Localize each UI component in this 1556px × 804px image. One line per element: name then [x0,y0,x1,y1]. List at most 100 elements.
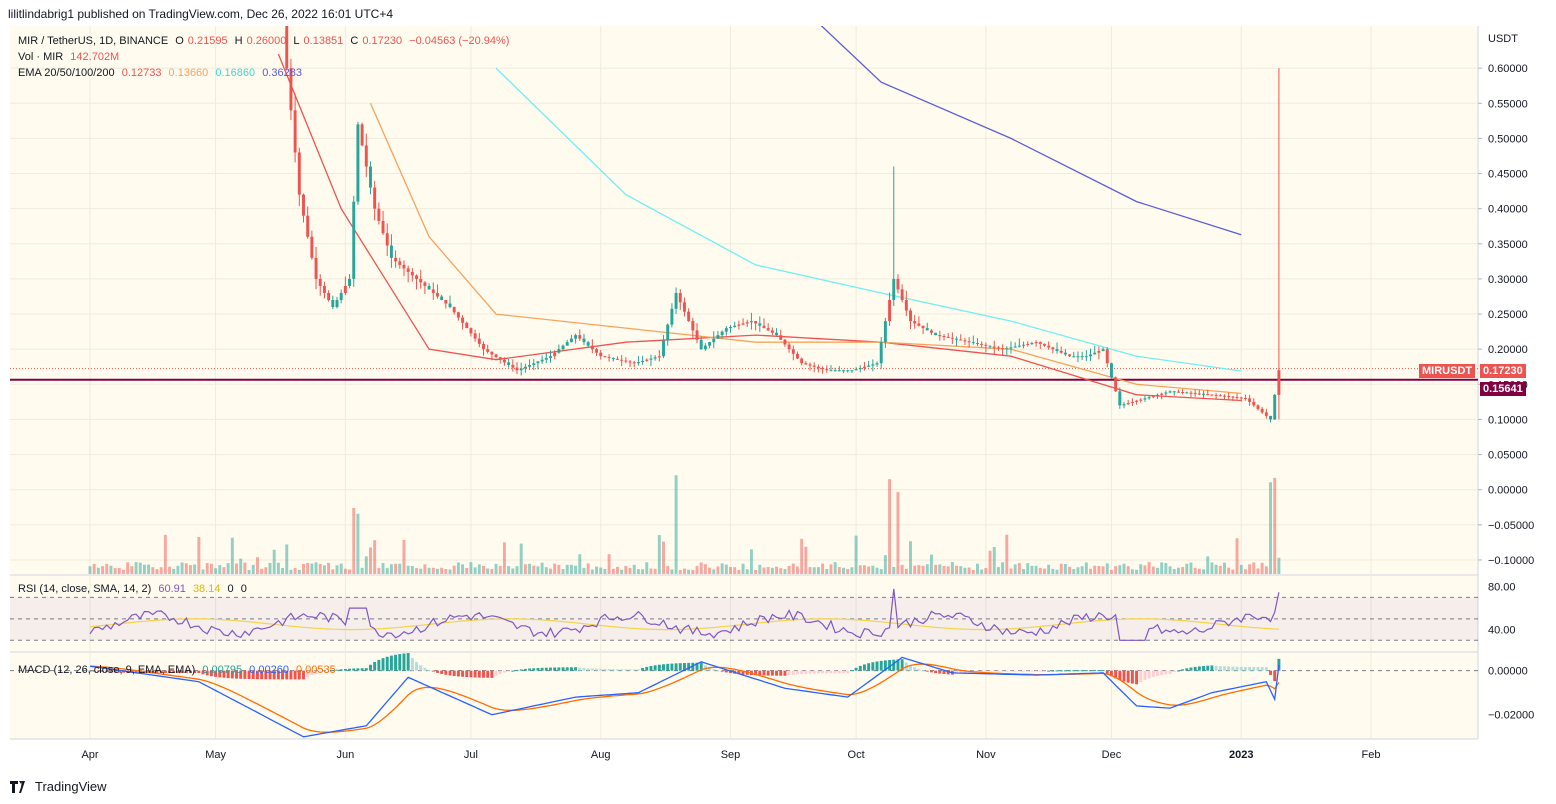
candle-body [339,292,343,300]
macd-histogram-bar [1231,666,1235,671]
macd-histogram-bar [327,670,331,672]
macd-histogram-bar [511,670,515,672]
candle-body [879,342,883,364]
volume-bar [1068,566,1072,574]
candle-body [1084,356,1088,358]
candle-body [821,367,825,370]
macd-histogram-bar [452,670,456,676]
candle-body [1030,343,1034,345]
candle-body [440,296,444,300]
macd-histogram-bar [620,669,624,671]
candle-body [486,349,490,352]
volume-bar [205,563,209,574]
ema200-line [820,26,1242,236]
candle-body [796,353,799,359]
macd-histogram-bar [448,670,452,676]
volume-bar [569,564,573,574]
macd-histogram-bar [913,667,917,671]
macd-histogram-bar [335,669,339,671]
macd-histogram-bar [205,670,209,676]
volume-bar [519,543,523,574]
volume-bar [427,567,431,574]
candle-body [1151,396,1155,398]
candle-body [448,303,452,308]
y-tick-label: 0.20000 [1488,344,1528,356]
ohlc-change: −0.04563 (−20.94%) [409,35,510,47]
macd-histogram-bar [1223,666,1226,671]
rsi-tick-label: 80.00 [1488,582,1516,594]
volume-bar [435,568,439,574]
candle-body [754,321,758,324]
macd-histogram-bar [1197,666,1201,671]
volume-bar [1252,562,1256,574]
chart-svg[interactable]: Apr May Jun Jul Aug Sep Oct Nov Dec 2023 Feb 0.6000… [0,26,1556,774]
volume-bar [318,564,322,574]
volume-bar [976,563,979,574]
volume-bar [1264,566,1268,574]
macd-histogram-bar [1235,666,1239,671]
candle-body [1130,401,1134,404]
volume-bar [1114,566,1118,574]
volume-bar [1126,566,1130,574]
macd-histogram-bar [762,670,766,676]
macd-histogram-bar [544,667,548,671]
macd-histogram-bar [670,663,674,671]
candle-body [1227,396,1231,398]
candle-body [1005,348,1009,350]
volume-bar [105,563,109,574]
volume-bar [113,568,117,574]
volume-bar [682,568,686,574]
candle-body [1273,394,1277,420]
volume-bar [1227,567,1231,574]
candle-body [373,187,377,209]
chart-frame[interactable]: Apr May Jun Jul Aug Sep Oct Nov Dec 2023 Feb 0.6000… [0,26,1556,774]
ohlc-o-value: 0.21595 [187,35,228,47]
ohlc-h-label: H [234,35,243,47]
candle-body [544,357,548,360]
candle-body [909,310,912,322]
y-tick-label: 0.05000 [1488,450,1528,462]
volume-bar [829,564,833,574]
volume-bar [322,565,326,574]
candle-body [1001,348,1005,350]
macd-histogram-bar [1063,670,1067,672]
volume-bar [536,566,540,574]
macd-histogram-bar [1181,669,1185,671]
volume-bar [1084,562,1088,574]
candle-body [929,330,933,333]
macd-histogram-bar [1260,667,1264,671]
candle-body [900,289,904,300]
volume-bar [1176,567,1180,574]
macd-histogram-bar [574,667,578,671]
volume-bar [1160,562,1164,574]
volume-bar [423,564,427,574]
macd-histogram-bar [821,670,825,674]
macd-histogram-bar [687,662,691,671]
ema20-value: 0.12733 [121,67,162,79]
volume-bar [1185,563,1189,574]
volume-bar [825,569,829,574]
candle-body [431,289,435,293]
macd-histogram-bar [779,670,783,676]
volume-bar [172,568,176,574]
macd-histogram-bar [1269,670,1272,675]
candle-body [963,340,967,342]
candle-body [452,307,456,313]
macd-histogram-bar [272,670,276,680]
volume-bar [888,479,892,574]
macd-histogram-bar [431,670,435,672]
candle-body [1206,394,1210,396]
candle-body [306,215,310,237]
candle-body [507,362,511,365]
volume-bar [88,566,92,574]
candle-body [599,352,603,357]
candle-body [519,368,523,371]
macd-histogram-bar [230,670,234,679]
macd-histogram-bar [1026,670,1030,672]
volume-bar [130,566,134,574]
candle-body [1202,393,1206,395]
volume-bar [159,567,163,574]
macd-histogram-bar [787,670,791,676]
volume-bar [561,569,565,574]
volume-bar [163,534,167,574]
